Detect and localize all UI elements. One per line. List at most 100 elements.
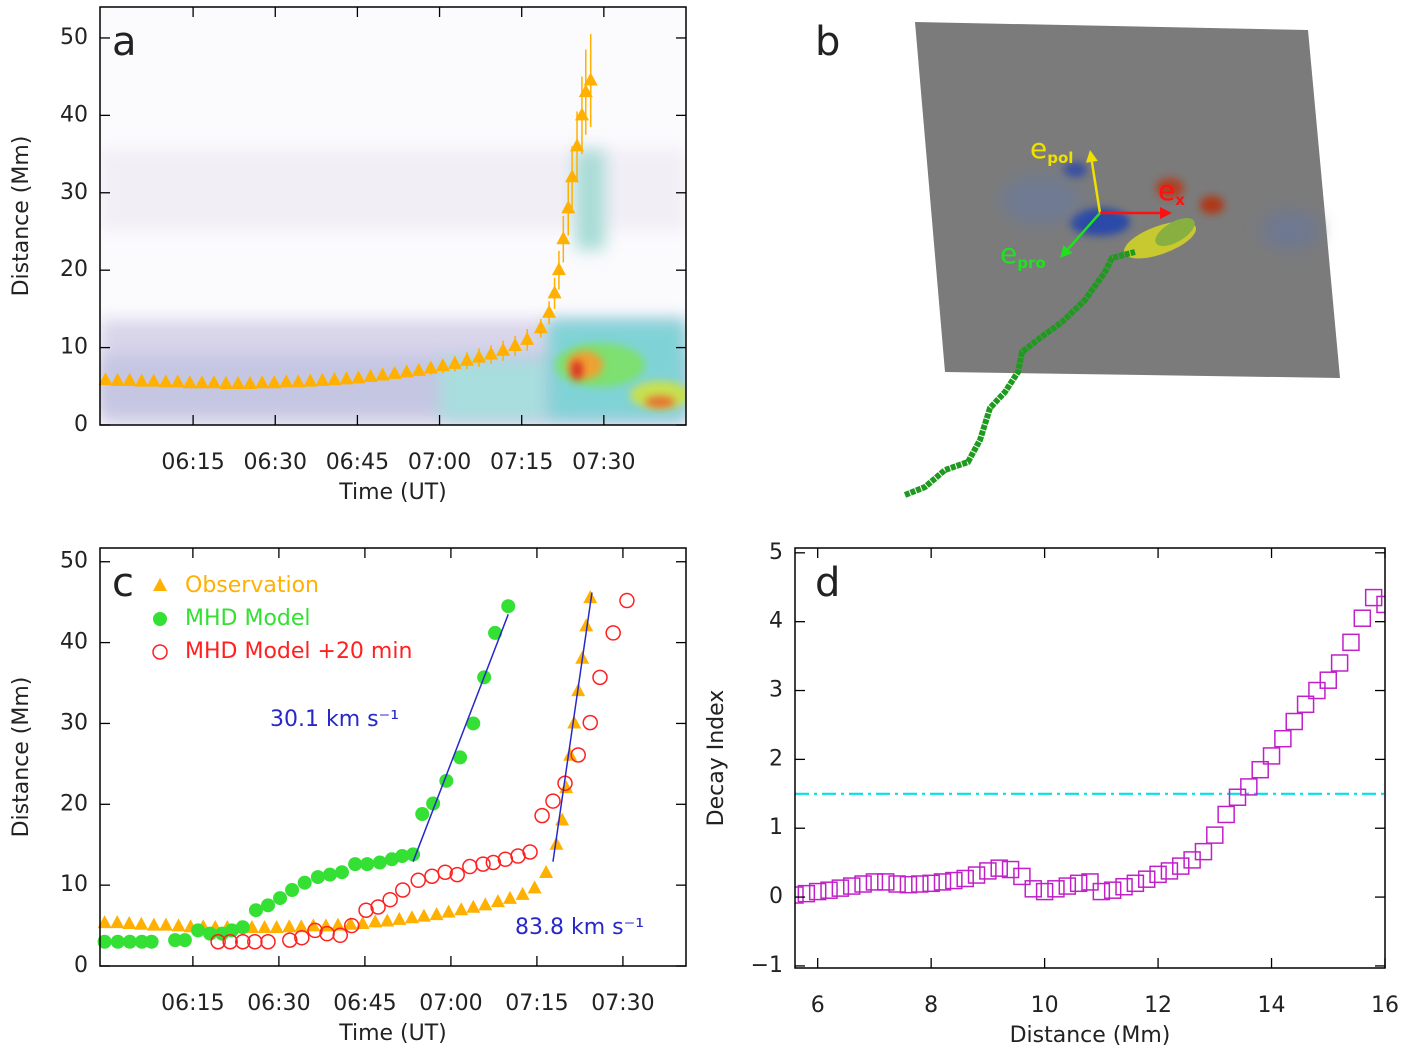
square-marker — [1217, 805, 1235, 824]
flux-rope — [1155, 218, 1195, 246]
plot-frame — [99, 6, 687, 426]
y-axis-label: Distance (Mm) — [9, 136, 34, 297]
triangle-marker — [392, 911, 407, 925]
square-marker — [922, 874, 940, 893]
panel-label: c — [112, 560, 134, 606]
circle-marker — [122, 934, 137, 949]
y-tick-label: 50 — [60, 549, 88, 574]
open-circle-marker — [592, 669, 608, 686]
fit-annotation: 83.8 km s⁻¹ — [515, 915, 644, 940]
triangle-marker — [282, 919, 297, 933]
open-circle-marker — [222, 933, 238, 950]
vector-head — [1160, 207, 1172, 219]
square-marker — [1047, 880, 1065, 898]
x-tick-label: 06:30 — [247, 991, 310, 1016]
square-marker — [899, 875, 918, 894]
triangle-marker — [380, 913, 395, 927]
y-tick-label: 0 — [74, 953, 88, 978]
square-marker — [1330, 654, 1349, 672]
vector-head — [1085, 150, 1098, 163]
open-circle-marker — [294, 929, 310, 946]
legend-label: Observation — [185, 573, 319, 598]
triangle-marker — [158, 917, 173, 931]
x-tick-label: 16 — [1371, 993, 1399, 1018]
legend-marker — [153, 578, 167, 591]
y-tick-label: 40 — [60, 630, 88, 655]
heatmap-blob — [575, 150, 605, 250]
legend-label: MHD Model — [185, 606, 311, 631]
open-circle-marker — [332, 927, 348, 944]
square-marker — [1149, 865, 1167, 884]
square-marker — [1319, 671, 1338, 689]
square-marker — [990, 859, 1008, 877]
square-marker — [1364, 588, 1383, 607]
panel-label: a — [112, 19, 137, 65]
vector-subscript: pro — [1017, 254, 1045, 272]
triangle-marker — [269, 920, 284, 933]
heatmap-blob — [440, 360, 550, 420]
triangle-marker — [490, 894, 505, 908]
x-tick-label: 07:00 — [419, 991, 482, 1016]
circle-marker — [415, 807, 430, 821]
triangle-marker — [368, 914, 383, 928]
square-marker — [865, 873, 884, 891]
y-tick-label: 40 — [60, 102, 88, 127]
square-marker — [933, 873, 952, 891]
plot-frame — [99, 547, 687, 967]
open-circle-marker — [235, 933, 251, 950]
vector-symbol: e — [1158, 174, 1175, 207]
square-marker — [1342, 633, 1360, 652]
triangle-marker — [257, 920, 272, 933]
circle-marker — [488, 625, 503, 640]
vector-subscript: x — [1175, 191, 1185, 209]
square-marker — [956, 869, 974, 888]
polarity-blob — [1260, 210, 1320, 250]
heatmap-blob — [645, 396, 675, 408]
open-circle-marker — [210, 933, 226, 950]
square-marker — [1376, 595, 1385, 614]
square-marker — [1024, 880, 1043, 898]
triangle-marker — [429, 907, 444, 921]
open-circle-marker — [449, 866, 465, 883]
square-marker — [842, 877, 861, 895]
circle-marker — [203, 926, 218, 941]
open-circle-marker — [307, 922, 323, 939]
open-circle-marker — [394, 882, 411, 898]
y-tick-label: −1 — [751, 953, 783, 978]
triangle-marker — [478, 897, 493, 911]
open-circle-marker — [370, 899, 386, 915]
open-circle-marker — [410, 872, 426, 889]
circle-marker — [235, 920, 250, 935]
circle-marker — [310, 870, 325, 885]
square-marker — [1228, 788, 1247, 806]
open-circle-marker — [619, 592, 635, 609]
plot-frame — [794, 547, 1386, 969]
x-tick-label: 07:15 — [505, 991, 568, 1016]
legend-marker — [152, 644, 168, 660]
square-marker — [1001, 860, 1020, 879]
circle-marker — [322, 867, 337, 882]
vector-head — [1060, 245, 1073, 258]
y-tick-label: 5 — [769, 540, 783, 565]
x-tick-label: 10 — [1031, 993, 1059, 1018]
y-tick-label: 10 — [60, 335, 88, 360]
square-marker — [1115, 878, 1133, 896]
open-circle-marker — [475, 856, 491, 872]
y-tick-label: 20 — [60, 257, 88, 282]
square-marker — [797, 884, 816, 903]
circle-marker — [453, 750, 468, 765]
y-axis-label: Decay Index — [704, 690, 729, 827]
vector-subscript: pol — [1047, 149, 1073, 167]
x-tick-label: 6 — [811, 993, 825, 1018]
vector-label: epol — [1030, 132, 1073, 167]
y-axis-label: Distance (Mm) — [9, 677, 34, 838]
x-tick-label: 8 — [924, 993, 938, 1018]
triangle-marker — [563, 747, 578, 761]
y-tick-label: 4 — [769, 609, 783, 634]
x-tick-label: 07:30 — [572, 450, 635, 475]
square-marker — [1353, 609, 1372, 627]
vector-symbol: e — [1000, 237, 1017, 270]
square-marker — [795, 886, 804, 904]
square-marker — [888, 875, 906, 893]
square-marker — [1092, 882, 1111, 901]
